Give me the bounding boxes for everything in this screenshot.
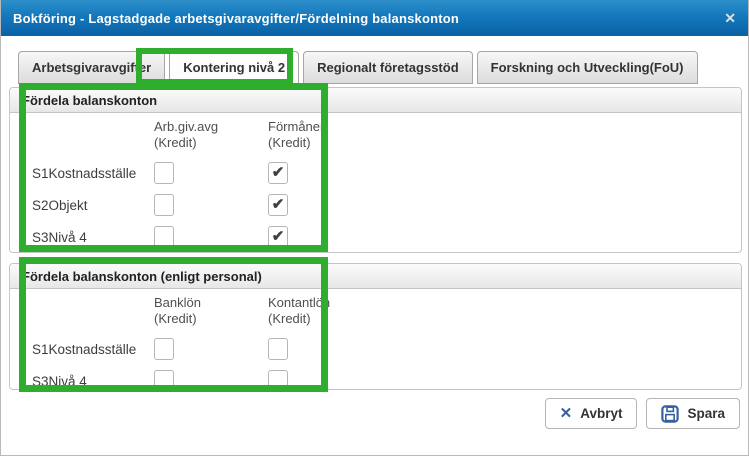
cancel-x-icon: ✕ xyxy=(559,405,573,422)
dialog-title: Bokföring - Lagstadgade arbetsgivaravgif… xyxy=(13,10,460,26)
section-body: Arb.giv.avg (Kredit) Förmåner (Kredit) S1Ko… xyxy=(10,119,741,253)
column-header: Arb.giv.avg (Kredit) xyxy=(154,119,219,150)
column-spacer xyxy=(32,119,154,151)
checkbox-unchecked[interactable] xyxy=(154,226,174,248)
table-row: S2Objekt ✔ xyxy=(10,189,741,221)
tab-forskning-och-utveckling[interactable]: Forskning och Utveckling(FoU) xyxy=(476,51,698,84)
section-header: Fördela balanskonton (enligt personal) xyxy=(10,264,741,289)
row-label: S1Kostnadsställe xyxy=(32,341,137,357)
checkbox-grid: S1Kostnadsställe S3Nivå 4 xyxy=(10,333,741,397)
checkbox-grid: S1Kostnadsställe ✔ S2Objekt ✔ S3Nivå 4 ✔ xyxy=(10,157,741,253)
column-header: Kontantlön (Kredit) xyxy=(268,295,331,326)
save-button[interactable]: Spara xyxy=(646,398,740,429)
checkbox-unchecked[interactable] xyxy=(154,162,174,184)
row-label: S3Nivå 4 xyxy=(32,373,87,389)
tab-regionalt-foretagsstod[interactable]: Regionalt företagsstöd xyxy=(303,51,473,84)
section-body: Banklön (Kredit) Kontantlön (Kredit) S1Kost… xyxy=(10,295,741,397)
checkmark-icon: ✔ xyxy=(271,195,285,213)
dialog-titlebar: Bokföring - Lagstadgade arbetsgivaravgif… xyxy=(1,0,748,36)
column-spacer xyxy=(32,295,154,327)
table-row: S1Kostnadsställe ✔ xyxy=(10,157,741,189)
tab-kontering-niva-2[interactable]: Kontering nivå 2 xyxy=(169,51,300,84)
checkmark-icon: ✔ xyxy=(271,163,285,181)
column-headers: Banklön (Kredit) Kontantlön (Kredit) xyxy=(10,295,741,327)
table-row: S1Kostnadsställe xyxy=(10,333,741,365)
cancel-button[interactable]: ✕ Avbryt xyxy=(544,398,638,429)
checkbox-checked[interactable]: ✔ xyxy=(268,194,288,216)
checkbox-unchecked[interactable] xyxy=(154,370,174,392)
table-row: S3Nivå 4 ✔ xyxy=(10,221,741,253)
section-fordela-balanskonton: Fördela balanskonton Arb.giv.avg (Kredit)… xyxy=(9,87,742,253)
dialog-footer: ✕ Avbryt Spara xyxy=(544,398,740,429)
tab-bar: Arbetsgivaravgifter Kontering nivå 2 Reg… xyxy=(18,51,702,84)
section-header: Fördela balanskonton xyxy=(10,88,741,113)
row-label: S3Nivå 4 xyxy=(32,229,87,245)
column-header: Banklön (Kredit) xyxy=(154,295,201,326)
bokforing-dialog: Bokföring - Lagstadgade arbetsgivaravgif… xyxy=(0,0,749,456)
row-label: S2Objekt xyxy=(32,197,88,213)
section-fordela-balanskonton-enligt-personal: Fördela balanskonton (enligt personal) B… xyxy=(9,263,742,392)
row-label: S1Kostnadsställe xyxy=(32,165,137,181)
column-header: Förmåner (Kredit) xyxy=(268,119,325,150)
column-headers: Arb.giv.avg (Kredit) Förmåner (Kredit) xyxy=(10,119,741,151)
checkbox-unchecked[interactable] xyxy=(268,370,288,392)
checkbox-checked[interactable]: ✔ xyxy=(268,162,288,184)
checkbox-unchecked[interactable] xyxy=(268,338,288,360)
checkbox-checked[interactable]: ✔ xyxy=(268,226,288,248)
checkbox-unchecked[interactable] xyxy=(154,338,174,360)
tab-arbetsgivaravgifter[interactable]: Arbetsgivaravgifter xyxy=(18,51,166,84)
save-button-label: Spara xyxy=(687,406,725,421)
save-floppy-icon xyxy=(661,404,680,423)
checkmark-icon: ✔ xyxy=(271,227,285,245)
checkbox-unchecked[interactable] xyxy=(154,194,174,216)
close-icon[interactable]: ✕ xyxy=(724,10,736,26)
cancel-button-label: Avbryt xyxy=(580,406,623,421)
table-row: S3Nivå 4 xyxy=(10,365,741,397)
